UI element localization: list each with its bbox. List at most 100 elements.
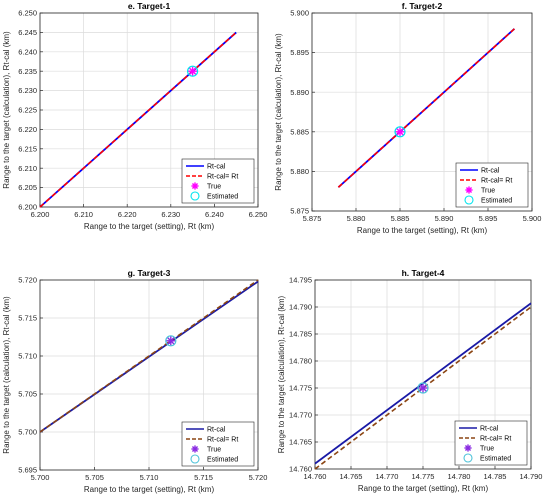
x-tick-label: 14.780 [448, 472, 471, 481]
x-tick-label: 5.885 [391, 214, 410, 223]
asterisk-stroke [396, 128, 404, 136]
y-tick-label: 5.720 [18, 276, 37, 285]
y-tick-label: 6.240 [18, 47, 37, 56]
y-tick-label: 14.780 [289, 357, 312, 366]
chart-title: f. Target-2 [402, 1, 443, 11]
x-tick-label: 5.875 [303, 214, 322, 223]
estimated-point [394, 126, 406, 138]
legend: Rt-cal Rt-cal= Rt True Estimated [181, 158, 255, 204]
legend-label: Rt-cal [207, 427, 226, 434]
legend-label: Rt-cal [481, 168, 500, 175]
y-tick-label: 5.885 [290, 127, 309, 136]
y-tick-label: 5.900 [290, 9, 309, 18]
series-line-rt-cal-equals-rt [314, 306, 532, 470]
x-tick-label: 6.240 [205, 210, 224, 219]
asterisk-stroke [419, 384, 427, 392]
asterisk-stroke [167, 337, 175, 345]
y-tick-label: 6.200 [18, 203, 37, 212]
axes-frame [39, 12, 259, 208]
y-axis-label: Range to the target (calculation), Rt-ca… [2, 296, 11, 454]
legend-swatch-asterisk [191, 445, 199, 453]
asterisk-stroke [188, 67, 197, 75]
series-line-rt-cal-equals-rt [39, 31, 237, 208]
x-tick-label: 5.720 [249, 473, 268, 482]
x-tick-label: 5.700 [31, 473, 50, 482]
legend: Rt-cal Rt-cal= Rt True Estimated [181, 421, 255, 467]
asterisk-stroke [464, 444, 472, 452]
legend-swatch-asterisk [191, 182, 199, 190]
asterisk-stroke [465, 186, 473, 194]
true-point [418, 383, 428, 393]
legend-label: Rt-cal= Rt [480, 436, 511, 443]
chart-panel-3: 5.700 5.705 5.710 5.715 5.7205.6955.7005.705… [2, 268, 267, 494]
y-tick-label: 14.765 [289, 438, 312, 447]
y-tick-label: 5.895 [290, 48, 309, 57]
legend-label: Estimated [207, 194, 238, 201]
legend-label: Estimated [480, 456, 511, 463]
x-tick-label: 14.770 [376, 472, 399, 481]
legend-label: Rt-cal [207, 164, 226, 171]
y-tick-label: 5.710 [18, 352, 37, 361]
axes-frame [39, 279, 259, 471]
y-tick-label: 5.695 [18, 466, 37, 475]
series-line-rt-cal [337, 28, 516, 188]
series-line-rt-cal-equals-rt [39, 279, 259, 433]
y-tick-label: 14.775 [289, 384, 312, 393]
y-axis-label: Range to the target (calculation), Rt-ca… [2, 31, 11, 189]
estimated-point [417, 382, 429, 394]
true-point [395, 127, 405, 137]
legend-swatch-asterisk [465, 186, 473, 194]
x-tick-label: 14.760 [304, 472, 327, 481]
x-tick-label: 5.880 [347, 214, 366, 223]
legend-label: Rt-cal= Rt [207, 437, 238, 444]
y-tick-label: 14.795 [289, 276, 312, 285]
y-tick-label: 14.770 [289, 411, 312, 420]
legend-label: True [207, 447, 221, 454]
y-tick-label: 6.230 [18, 86, 37, 95]
legend-label: True [480, 446, 494, 453]
x-axis-label: Range to the target (setting), Rt (km) [84, 485, 215, 494]
x-tick-label: 5.900 [523, 214, 542, 223]
chart-title: h. Target-4 [402, 268, 445, 278]
y-tick-label: 6.250 [18, 9, 37, 18]
legend: Rt-cal Rt-cal= Rt True Estimated [455, 162, 529, 208]
y-tick-label: 5.715 [18, 314, 37, 323]
estimated-point [187, 65, 199, 77]
legend-label: True [207, 184, 221, 191]
chart-panel-1: 6.200 6.210 6.220 6.230 6.240 6.250 6.200 6.205… [2, 1, 267, 231]
y-tick-label: 6.245 [18, 28, 37, 37]
x-tick-label: 5.895 [479, 214, 498, 223]
y-axis-label: Range to the target (calculation), Rt-ca… [274, 33, 283, 191]
x-tick-label: 14.785 [484, 472, 507, 481]
y-tick-label: 6.215 [18, 144, 37, 153]
x-tick-label: 6.210 [74, 210, 93, 219]
y-tick-label: 6.210 [18, 164, 37, 173]
axes-frame [314, 279, 532, 470]
x-axis-label: Range to the target (setting), Rt (km) [357, 226, 488, 235]
chart-panel-4: 14.760 14.765 14.770 14.775 14.780 14.785 14.7… [277, 268, 542, 493]
x-tick-label: 6.220 [118, 210, 137, 219]
legend-swatch-circle [190, 191, 200, 201]
x-tick-label: 6.250 [249, 210, 268, 219]
legend-label: Estimated [207, 457, 238, 464]
x-axis-label: Range to the target (setting), Rt (km) [358, 484, 489, 493]
x-tick-label: 5.715 [194, 473, 213, 482]
chart-panel-2: 5.875 5.880 5.885 5.890 5.895 5.900 5.875 5.880… [274, 1, 541, 235]
legend: Rt-cal Rt-cal= Rt True Estimated [454, 420, 528, 466]
asterisk-stroke [191, 445, 199, 453]
x-tick-label: 14.765 [340, 472, 363, 481]
y-tick-label: 14.760 [289, 465, 312, 474]
legend-label: Rt-cal= Rt [207, 174, 238, 181]
legend-label: Rt-cal= Rt [481, 178, 512, 185]
legend-label: Rt-cal [480, 426, 499, 433]
x-axis-label: Range to the target (setting), Rt (km) [84, 222, 215, 231]
x-tick-label: 5.890 [435, 214, 454, 223]
y-axis-label: Range to the target (calculation), Rt-ca… [277, 295, 286, 453]
legend-swatch-circle [463, 453, 473, 463]
y-tick-label: 6.225 [18, 106, 37, 115]
true-point [188, 66, 198, 76]
chart-title: e. Target-1 [128, 1, 171, 11]
chart-title: g. Target-3 [128, 268, 171, 278]
y-tick-label: 5.700 [18, 428, 37, 437]
legend-swatch-circle [190, 454, 200, 464]
